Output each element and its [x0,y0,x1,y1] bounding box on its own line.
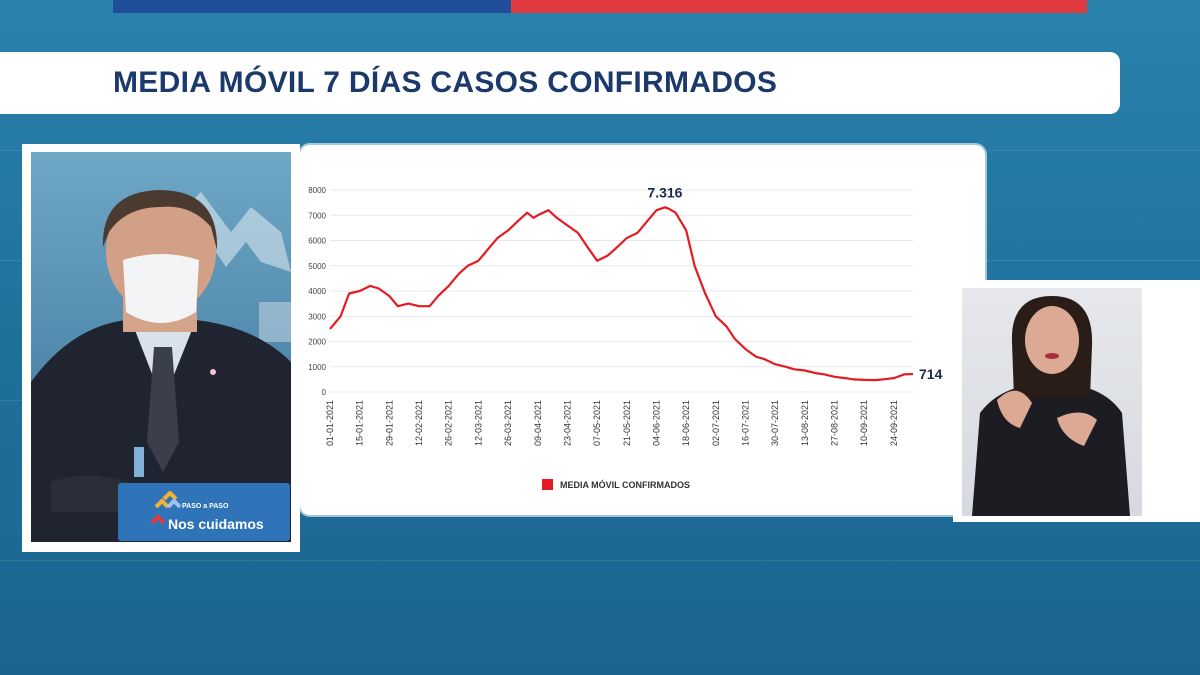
y-tick-label: 0 [322,388,327,397]
paso-a-paso-logo: PASO a PASO Nos cuidamos [118,483,290,541]
data-label: 714 [919,366,943,382]
top-accent-red [511,0,1087,13]
y-tick-label: 7000 [308,211,326,220]
x-tick-label: 13-08-2021 [800,400,810,446]
interpreter-face [1025,306,1079,374]
x-tick-label: 24-09-2021 [889,400,899,446]
legend-swatch [542,479,553,490]
hair [102,190,218,250]
interpreter-lips [1045,353,1059,359]
y-tick-label: 4000 [308,287,326,296]
x-tick-label: 04-06-2021 [651,400,661,446]
interpreter-figure [972,296,1130,516]
x-tick-label: 10-09-2021 [859,400,869,446]
water-bottle [134,447,144,477]
interpreter-left-hand [997,390,1032,428]
x-tick-label: 21-05-2021 [622,400,632,446]
logo-small-text: PASO a PASO [182,503,229,510]
x-tick-label: 12-03-2021 [473,400,483,446]
y-tick-label: 3000 [308,312,326,321]
x-tick-label: 23-04-2021 [562,400,572,446]
y-tick-label: 8000 [308,186,326,195]
series-line [329,206,914,382]
interpreter-clothing [972,383,1130,516]
x-tick-label: 15-01-2021 [355,400,365,446]
x-tick-label: 07-05-2021 [592,400,602,446]
logo-main-text: Nos cuidamos [168,516,264,532]
y-tick-label: 5000 [308,262,326,271]
data-label: 7.316 [647,184,682,200]
face-mask [123,254,199,323]
interpreter-right-hand [1057,412,1097,446]
line-chart: 0 1000 2000 3000 4000 5000 6000 7000 8000 01-01-2… [308,184,943,490]
y-tick-label: 6000 [308,237,326,246]
x-tick-label: 27-08-2021 [830,400,840,446]
y-tick-label: 2000 [308,338,326,347]
interpreter-video [962,288,1142,516]
logo-chevrons-icon [150,491,182,525]
x-tick-label: 29-01-2021 [384,400,394,446]
x-tick-label: 12-02-2021 [414,400,424,446]
x-tick-label: 18-06-2021 [681,400,691,446]
title-banner [0,52,1120,114]
x-tick-label: 02-07-2021 [711,400,721,446]
y-tick-label: 1000 [308,363,326,372]
ribbon-pin [210,369,216,375]
x-tick-label: 16-07-2021 [741,400,751,446]
x-tick-label: 26-02-2021 [444,400,454,446]
x-tick-label: 01-01-2021 [325,400,335,446]
x-tick-label: 09-04-2021 [533,400,543,446]
backdrop-letters [259,302,291,342]
top-accent-blue [113,0,511,13]
x-tick-label: 30-07-2021 [770,400,780,446]
chart-panel: 0 1000 2000 3000 4000 5000 6000 7000 8000 01-01-2… [300,145,985,515]
legend-label: MEDIA MÓVIL CONFIRMADOS [560,479,690,490]
background-stripe [0,560,1200,561]
necktie [147,347,179,472]
x-tick-label: 26-03-2021 [503,400,513,446]
page-title: MEDIA MÓVIL 7 DÍAS CASOS CONFIRMADOS [113,66,778,99]
speaker-video [31,152,291,542]
